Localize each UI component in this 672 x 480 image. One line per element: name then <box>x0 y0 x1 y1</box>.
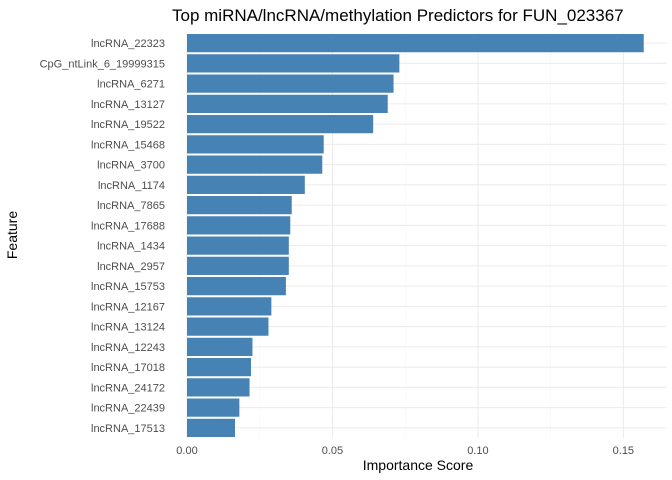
y-tick-label: lncRNA_24172 <box>91 382 165 394</box>
y-tick-label: CpG_ntLink_6_19999315 <box>40 58 165 70</box>
bar <box>187 418 235 437</box>
y-tick-label: lncRNA_17018 <box>91 362 165 374</box>
bar <box>187 175 305 194</box>
grid-lines <box>186 33 667 438</box>
bar <box>187 196 292 215</box>
y-tick-label: lncRNA_13124 <box>91 322 165 334</box>
x-tick-label: 0.10 <box>467 445 488 457</box>
bar <box>187 135 324 154</box>
bar <box>187 155 323 174</box>
y-tick-label: lncRNA_1174 <box>98 180 165 192</box>
x-tick-label: 0.05 <box>322 445 343 457</box>
bar <box>187 256 289 275</box>
y-tick-label: lncRNA_13127 <box>91 99 165 111</box>
bar <box>187 398 240 417</box>
bar <box>187 277 286 296</box>
bar <box>187 94 388 113</box>
y-tick-label: lncRNA_3700 <box>97 160 165 172</box>
y-tick-label: lncRNA_6271 <box>97 79 165 91</box>
bar <box>187 337 253 356</box>
chart-title: Top miRNA/lncRNA/methylation Predictors … <box>172 6 624 25</box>
y-tick-label: lncRNA_1434 <box>97 241 165 253</box>
x-tick-label: 0.00 <box>176 445 197 457</box>
y-tick-label: lncRNA_2957 <box>97 261 165 273</box>
y-tick-label: lncRNA_15753 <box>91 281 165 293</box>
bar <box>187 216 291 235</box>
bar <box>187 54 400 73</box>
y-axis-title: Feature <box>4 211 20 259</box>
y-tick-label: lncRNA_22439 <box>91 403 165 415</box>
y-tick-label: lncRNA_19522 <box>91 119 165 131</box>
y-tick-label: lncRNA_15468 <box>91 139 165 151</box>
bar <box>187 74 394 93</box>
bar <box>187 378 250 397</box>
bar <box>187 115 374 134</box>
bars <box>187 34 644 437</box>
y-tick-label: lncRNA_12243 <box>91 342 165 354</box>
y-tick-label: lncRNA_17688 <box>91 220 165 232</box>
y-tick-label: lncRNA_22323 <box>91 38 165 50</box>
bar <box>187 236 289 255</box>
y-tick-label: lncRNA_12167 <box>91 301 165 313</box>
y-tick-label: lncRNA_17513 <box>91 423 165 435</box>
y-axis-tick-labels: lncRNA_22323 CpG_ntLink_6_19999315 lncRNA_… <box>40 38 165 435</box>
bar <box>187 297 272 316</box>
x-axis-tick-labels: 0.00 0.05 0.10 0.15 <box>176 445 634 457</box>
bar <box>187 34 644 53</box>
bar <box>187 317 269 336</box>
x-axis-title: Importance Score <box>363 457 474 473</box>
y-tick-label: lncRNA_7865 <box>97 200 165 212</box>
x-tick-label: 0.15 <box>613 445 634 457</box>
bar <box>187 358 251 377</box>
